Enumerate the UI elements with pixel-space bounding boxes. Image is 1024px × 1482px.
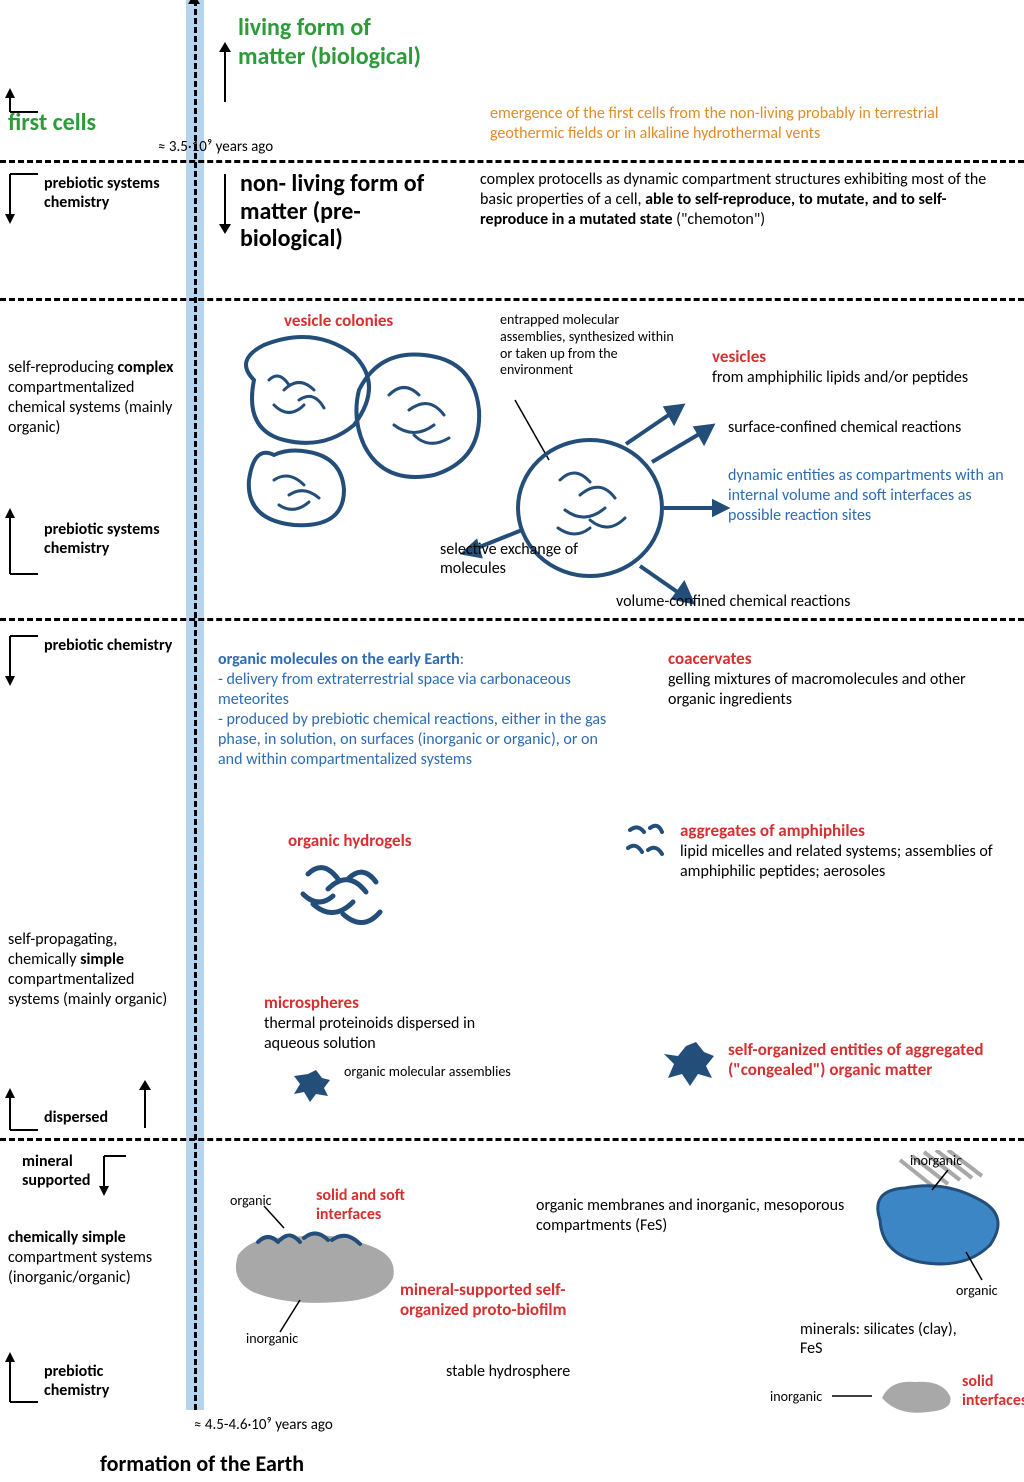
label-entrapped: entrapped molecular assemblies, synthesi…	[500, 312, 680, 379]
leader-inorganic-1	[276, 1296, 306, 1336]
leader-inorganic-2	[930, 1168, 960, 1194]
label-organic-molecules: organic molecules on the early Earth: - …	[218, 630, 618, 770]
bracket-sec2-left	[4, 168, 46, 228]
bracket-first-cells	[4, 88, 44, 118]
small-rock-svg	[870, 1370, 960, 1420]
arrow-living-form	[214, 40, 236, 108]
label-prebiotic-systems-chem-1: prebiotic systems chemistry	[44, 174, 174, 212]
bracket-dispersed	[4, 1086, 46, 1134]
label-self-propagating: self-propagating, chemically simple comp…	[8, 930, 178, 1010]
label-selective-exchange: selective exchange of molecules	[440, 540, 580, 578]
label-solid-interfaces: solid interfaces	[962, 1372, 1024, 1410]
amphiphile-svg	[620, 820, 670, 864]
label-surface-reactions: surface-confined chemical reactions	[728, 418, 1018, 437]
bracket-prebiotic-bottom	[4, 1350, 46, 1406]
label-chem-simple: chemically simple compartment systems (i…	[8, 1228, 178, 1288]
bracket-sec4-top	[4, 630, 46, 690]
label-aggregates: aggregates of amphiphiles	[680, 820, 865, 841]
label-vesicles-desc: from amphiphilic lipids and/or peptides	[712, 368, 972, 387]
label-hydrogels: organic hydrogels	[288, 830, 412, 851]
label-inorganic-3: inorganic	[770, 1388, 822, 1405]
label-chemoton: complex protocells as dynamic compartmen…	[480, 170, 1000, 230]
label-dispersed: dispersed	[44, 1108, 108, 1127]
label-microspheres-desc: thermal proteinoids dispersed in aqueous…	[264, 1014, 534, 1054]
label-inorganic-2: inorganic	[910, 1152, 962, 1169]
label-mineral-supported: mineral supported	[22, 1152, 122, 1190]
divider-2	[0, 298, 1024, 301]
label-formation: formation of the Earth	[100, 1450, 304, 1477]
congealed-blob	[660, 1040, 720, 1092]
label-years-top: ≈ 3.5·10⁹ years ago	[158, 138, 273, 156]
label-self-reproducing: self-reproducing complex compartmentaliz…	[8, 358, 178, 438]
hydrogel-svg	[288, 854, 398, 944]
leader-organic-1	[260, 1200, 290, 1230]
label-vesicle-colonies: vesicle colonies	[284, 310, 393, 331]
label-biofilm: mineral-supported self-organized proto-b…	[400, 1280, 630, 1321]
label-congealed: self-organized entities of aggregated ("…	[728, 1040, 998, 1081]
timeline-dashed-line	[194, 0, 197, 1410]
label-prebiotic-chem-bottom: prebiotic chemistry	[44, 1362, 164, 1400]
label-hydrosphere: stable hydrosphere	[446, 1362, 570, 1381]
divider-4	[0, 1138, 1024, 1141]
divider-1	[0, 160, 1024, 163]
leader-inorganic-3	[830, 1386, 874, 1406]
vesicle-colonies-svg	[214, 330, 494, 550]
label-volume-reactions: volume-confined chemical reactions	[616, 592, 916, 611]
label-prebiotic-chem-1: prebiotic chemistry	[44, 636, 174, 655]
label-solid-soft: solid and soft interfaces	[316, 1186, 456, 1224]
label-membranes: organic membranes and inorganic, mesopor…	[536, 1196, 856, 1236]
label-mol-assemblies: organic molecular assemblies	[344, 1064, 514, 1081]
label-prebiotic-systems-chem-2: prebiotic systems chemistry	[44, 520, 174, 558]
microsphere-blob	[288, 1066, 336, 1106]
label-aggregates-desc: lipid micelles and related systems; asse…	[680, 842, 1010, 882]
label-nonliving: non- living form of matter (pre-biologic…	[240, 170, 460, 253]
emergence-text: emergence of the first cells from the no…	[490, 104, 1000, 144]
arrow-dispersed-up	[134, 1078, 156, 1134]
label-vesicles: vesicles	[712, 346, 766, 367]
label-coacervates: coacervates	[668, 648, 751, 669]
label-coacervates-desc: gelling mixtures of macromolecules and o…	[668, 670, 988, 710]
label-dynamic-entities: dynamic entities as compartments with an…	[728, 466, 1018, 526]
bracket-sec3-left	[4, 506, 46, 578]
label-microspheres: microspheres	[264, 992, 359, 1013]
arrow-nonliving	[214, 170, 236, 240]
label-years-bottom: ≈ 4.5-4.6·10⁹ years ago	[194, 1416, 333, 1434]
leader-organic-2	[964, 1250, 994, 1286]
label-living-form: living form of matter (biological)	[238, 14, 438, 72]
label-minerals: minerals: silicates (clay), FeS	[800, 1320, 980, 1358]
